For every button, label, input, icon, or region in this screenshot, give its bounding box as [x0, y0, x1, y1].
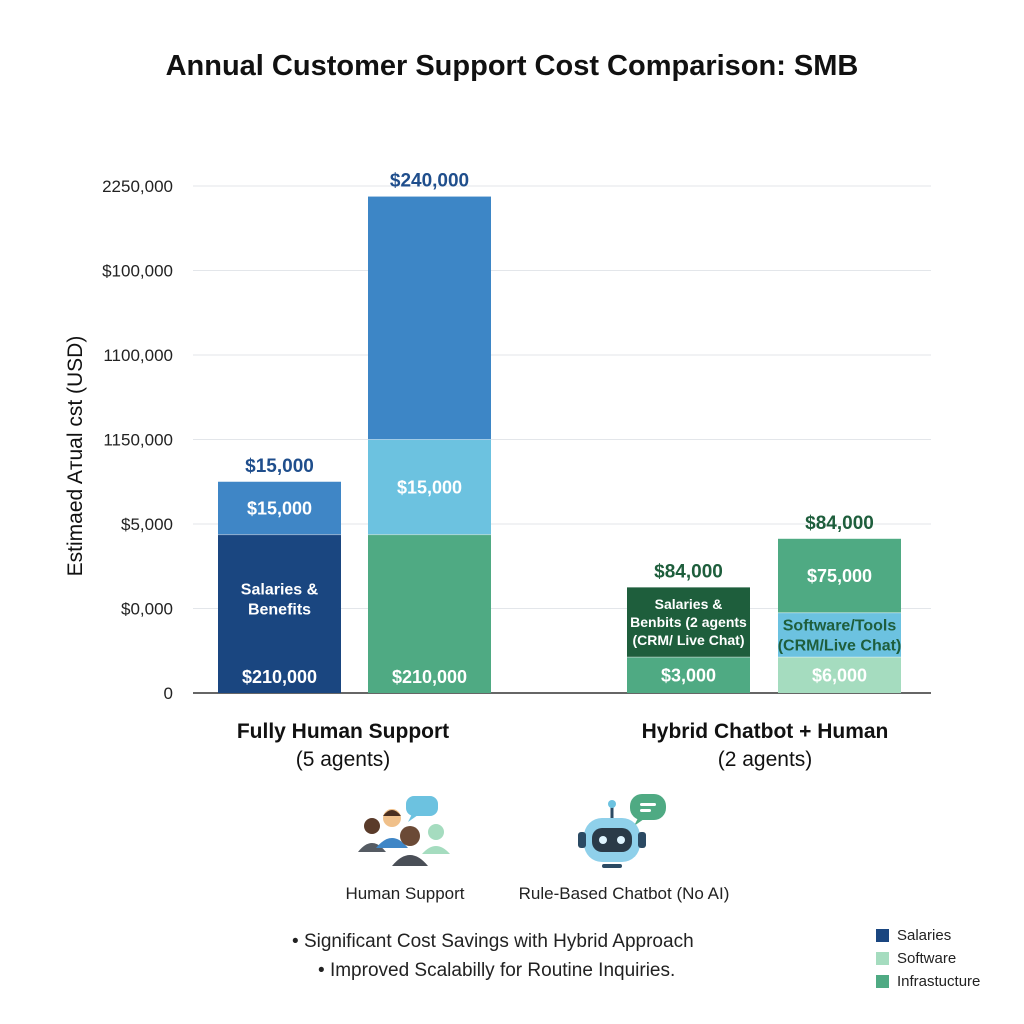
y-tick-label: 1100,000 [103, 346, 173, 365]
segment-label: Benefits [248, 602, 311, 619]
segment-label: $75,000 [807, 566, 872, 586]
legend-swatch [876, 975, 889, 988]
chart-legend: Salaries Software Infrastucture [876, 924, 980, 993]
segment-label: $15,000 [247, 498, 312, 518]
bar-segment [218, 534, 341, 693]
group-label-human-line1: Fully Human Support [236, 720, 450, 743]
legend-swatch [876, 929, 889, 942]
human-support-caption: Human Support [345, 884, 465, 903]
bar-segment [627, 657, 750, 693]
human-support-icon [352, 792, 452, 877]
segment-label: Salaries & [655, 596, 723, 612]
segment-label: $3,000 [661, 665, 716, 685]
legend-label: Salaries [897, 927, 952, 944]
bar-segment [368, 439, 491, 535]
chart-title: Annual Customer Support Cost Comparison:… [165, 50, 859, 82]
legend-item-infrastructure: Infrastucture [876, 970, 980, 993]
chatbot-icon [572, 790, 672, 879]
bar-total-label: $240,000 [390, 171, 469, 192]
y-tick-label: $100,000 [102, 262, 173, 281]
group-label-hybrid-line1: Hybrid Chatbot + Human [641, 720, 889, 743]
legend-swatch [876, 952, 889, 965]
group-label-human-line2: (5 agents) [295, 748, 391, 771]
bar-total-label: $15,000 [245, 456, 314, 477]
legend-label: Infrastucture [897, 973, 981, 990]
segment-label: (CRM/ Live Chat) [633, 632, 745, 648]
y-tick-label: 1150,000 [103, 431, 173, 450]
bullet-text: Significant Cost Savings with Hybrid App… [303, 931, 694, 952]
bullet-item: • Significant Cost Savings with Hybrid A… [292, 931, 694, 952]
segment-label: Software/Tools [783, 618, 897, 635]
bar-segment [627, 587, 750, 658]
bar-segment [368, 534, 491, 693]
bar-segment [778, 657, 901, 693]
group-label-hybrid-line2: (2 agents) [717, 748, 813, 771]
bar-total-label: $84,000 [654, 561, 723, 582]
y-tick-label: $5,000 [121, 515, 173, 534]
group-label-human: Fully Human Support (5 agents) [183, 718, 503, 774]
legend-item-salaries: Salaries [876, 924, 980, 947]
legend-item-software: Software [876, 947, 980, 970]
segment-value-label: $210,000 [392, 667, 467, 687]
y-axis-label: Estimaed Aтual cst (USD) [64, 336, 87, 577]
segment-label: Salaries & [241, 582, 319, 599]
segment-label: $6,000 [812, 665, 867, 685]
group-label-hybrid: Hybrid Chatbot + Human (2 agents) [605, 718, 925, 774]
segment-label: $15,000 [397, 477, 462, 497]
y-tick-label: 2250,000 [102, 177, 173, 196]
bar-segment [778, 538, 901, 613]
chatbot-caption: Rule-Based Chatbot (No AI) [518, 884, 730, 903]
bar-segment [778, 612, 901, 658]
segment-label: Benbits (2 agents [630, 614, 747, 630]
bar-total-label: $84,000 [805, 513, 874, 534]
segment-label: (CRM/Live Chat) [778, 638, 902, 655]
bar-segment [218, 481, 341, 535]
y-tick-label: 0 [164, 684, 173, 703]
legend-label: Software [897, 950, 957, 967]
bullet-text: Improved Scalabilly for Routine Inquirie… [329, 960, 676, 981]
segment-value-label: $210,000 [242, 667, 317, 687]
bar-segment [368, 196, 491, 440]
bullet-item: • Improved Scalabilly for Routine Inquir… [318, 960, 676, 981]
y-tick-label: $0,000 [121, 600, 173, 619]
